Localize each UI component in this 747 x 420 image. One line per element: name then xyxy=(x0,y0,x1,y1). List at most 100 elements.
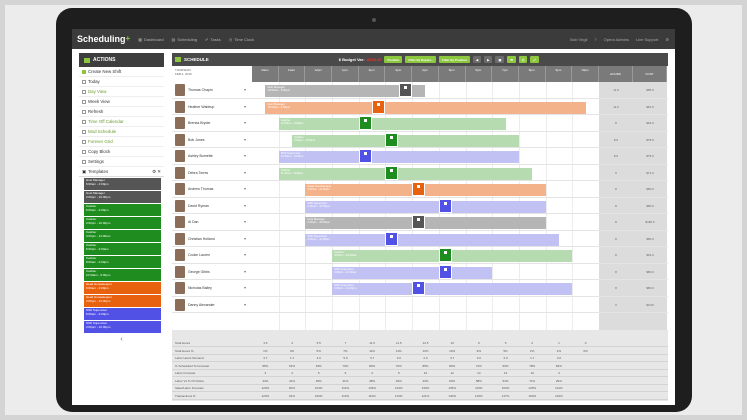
shift-chip[interactable] xyxy=(385,165,399,180)
template-item[interactable]: Cashier 4:00pm - 12:00am xyxy=(84,230,161,242)
shift-chip[interactable] xyxy=(412,215,426,229)
template-item[interactable]: Head Housekeeper 6:00am - 2:00pm xyxy=(84,282,161,294)
template-item[interactable]: Cashier 6:00am - 2:00pm xyxy=(84,204,161,216)
templates-header[interactable]: ▣ Templates ⚙ ✕ xyxy=(79,167,164,177)
shift-block[interactable]: Shift Supervisor 2:00pm - 11:00pm xyxy=(305,233,559,246)
action-refresh[interactable]: Refresh xyxy=(79,107,164,117)
position-select[interactable]: Position xyxy=(384,56,403,63)
chevron-down-icon[interactable]: ▾ xyxy=(244,235,247,241)
template-item[interactable]: Cashier 6:00pm - 2:00am xyxy=(84,243,161,255)
gear-icon[interactable]: ⚙ xyxy=(665,36,669,42)
action-plus[interactable]: Create New Shift xyxy=(79,67,164,77)
shift-block[interactable]: Cashier 2:00pm - 9:00pm xyxy=(292,134,519,147)
chevron-down-icon[interactable]: ▾ xyxy=(244,120,247,125)
cost-column-header[interactable]: COST xyxy=(633,66,667,82)
employee-name-cell[interactable]: Bob Jones xyxy=(175,133,252,146)
action-settings[interactable]: Settings xyxy=(79,157,164,167)
chevron-down-icon[interactable]: ▾ xyxy=(244,186,247,191)
org-menu[interactable]: Opera Admins xyxy=(603,36,629,42)
chevron-down-icon[interactable]: ▾ xyxy=(244,169,247,175)
next-button[interactable]: ▶ xyxy=(484,56,493,63)
shift-chip[interactable] xyxy=(412,281,426,295)
action-copy[interactable]: Copy Block xyxy=(79,147,164,157)
shift-block[interactable]: Shift Supervisor 2:00pm - 10:00pm xyxy=(305,200,546,213)
nav-tasks[interactable]: ✔ Tasks xyxy=(205,36,221,42)
shift-chip[interactable] xyxy=(438,264,452,279)
employee-name-cell[interactable]: David Ryman xyxy=(175,199,252,212)
nav-scheduling[interactable]: ▤ Scheduling xyxy=(171,36,198,42)
template-item[interactable]: Head Housekeeper 2:00pm - 10:00pm xyxy=(84,295,161,307)
template-item[interactable]: Host Manager 6:00am - 2:00pm xyxy=(84,178,161,190)
shift-block[interactable]: Shift Supervisor 12:00pm - 8:00pm xyxy=(278,151,519,163)
shift-chip[interactable] xyxy=(372,99,386,114)
shift-chip[interactable] xyxy=(438,198,452,213)
shift-chip[interactable] xyxy=(438,248,452,262)
chevron-down-icon[interactable]: ▾ xyxy=(244,285,247,290)
chevron-down-icon[interactable]: ▾ xyxy=(244,268,247,274)
chevron-down-icon[interactable]: ▾ xyxy=(244,301,247,307)
shift-block[interactable]: Host Manager 10:00am - 5:00pm xyxy=(265,85,426,97)
employee-name-cell[interactable]: Debra Torres xyxy=(175,166,252,179)
template-item[interactable]: Host Manager 2:00pm - 10:00pm xyxy=(84,191,161,203)
filter-position-select[interactable]: Filter By Position xyxy=(439,56,470,63)
employee-name-cell[interactable]: George Gibbs xyxy=(175,265,252,278)
action-week-view[interactable]: Week View xyxy=(79,97,164,107)
shift-block[interactable]: Shift Supervisor 4:00pm - 12:00am xyxy=(332,266,493,279)
shift-block[interactable]: Host Manager 2:00pm - 10:00pm xyxy=(305,217,546,229)
question-icon[interactable]: ? xyxy=(594,36,597,42)
chevron-down-icon[interactable]: ▾ xyxy=(244,136,247,142)
shift-chip[interactable] xyxy=(358,116,372,130)
employee-name-cell[interactable]: Ashley Burnette xyxy=(175,150,252,162)
template-item[interactable]: Shift Supervisor 2:00pm - 10:00pm xyxy=(84,321,161,333)
user-menu[interactable]: Bob Virgil xyxy=(570,36,588,42)
chevron-down-icon[interactable]: ▾ xyxy=(244,202,247,208)
shift-chip[interactable] xyxy=(398,83,412,97)
chevron-left-icon[interactable]: ‹ xyxy=(120,336,123,343)
employee-name-cell[interactable]: Christian Holland xyxy=(175,232,252,245)
employee-name-cell[interactable]: Al Dan xyxy=(175,216,252,228)
nav-dashboard[interactable]: ▦ Dashboard xyxy=(138,36,164,42)
hours-column-header[interactable]: HOURS xyxy=(599,66,633,82)
employee-name-cell[interactable]: Brenda Bryder xyxy=(175,117,252,129)
employee-name-cell[interactable]: Nicholas Bailey xyxy=(175,282,252,294)
employee-name-cell[interactable]: Heather Waldrup xyxy=(175,100,252,113)
prev-button[interactable]: ◀ xyxy=(472,56,482,63)
employee-name-cell[interactable]: Thomas Chapin xyxy=(175,84,252,96)
template-item[interactable]: Shift Supervisor 6:00am - 2:00pm xyxy=(84,308,161,320)
filter-department-select[interactable]: Filter By Depart... xyxy=(405,56,437,63)
template-item[interactable]: Cashier 8:00am - 4:00pm xyxy=(84,256,161,268)
shift-block[interactable]: Shift Supervisor 2:00pm - 11:00pm xyxy=(332,283,573,295)
shift-chip[interactable] xyxy=(412,182,426,196)
print-button[interactable]: ⎙ xyxy=(518,56,528,63)
gear-icon[interactable]: ⚙ ✕ xyxy=(152,168,161,174)
nav-time-clock[interactable]: ◷ Time Clock xyxy=(228,36,255,42)
shift-block[interactable]: Cashier 12:00pm - 6:00pm xyxy=(278,118,506,130)
calendar-picker-button[interactable]: ▦ xyxy=(495,56,505,63)
action-grid[interactable]: Forever Grid xyxy=(79,137,164,147)
action-mod-schedule[interactable]: Mod Schedule xyxy=(79,127,164,137)
chevron-down-icon[interactable]: ▾ xyxy=(244,219,247,224)
shift-block[interactable]: Cashier 4:00pm - 12:00am xyxy=(332,250,573,262)
shift-block[interactable]: Cashier 11:00am - 8:00pm xyxy=(278,167,533,180)
employee-name-cell[interactable]: Cooke Lauren xyxy=(175,249,252,261)
shift-chip[interactable] xyxy=(385,132,399,147)
app-logo[interactable]: Scheduling+ xyxy=(77,34,131,44)
chevron-down-icon[interactable]: ▾ xyxy=(244,103,247,109)
chevron-down-icon[interactable]: ▾ xyxy=(244,153,247,158)
shift-chip[interactable] xyxy=(385,231,399,246)
shift-block[interactable]: Host Manager 10:00am - 4:00pm xyxy=(265,101,586,114)
action-day-view[interactable]: Day View xyxy=(79,87,164,97)
publish-button[interactable]: ✉ xyxy=(507,56,516,63)
fullscreen-button[interactable]: ⤢ xyxy=(530,56,539,63)
shift-chip[interactable] xyxy=(358,149,372,163)
template-item[interactable]: Cashier 10:00am - 6:00pm xyxy=(84,269,161,281)
action-time-off[interactable]: Time Off Calendar xyxy=(79,117,164,127)
chevron-down-icon[interactable]: ▾ xyxy=(244,252,247,257)
employee-name-cell[interactable]: Danny Alexander xyxy=(175,298,252,311)
shift-block[interactable]: Head Housekeeper 2:00pm - 11:00pm xyxy=(305,184,546,196)
employee-name-cell[interactable]: Andrew Thomas xyxy=(175,183,252,195)
chevron-down-icon[interactable]: ▾ xyxy=(244,87,247,92)
action-today[interactable]: Today xyxy=(79,77,164,87)
live-support-link[interactable]: Live Support xyxy=(635,36,659,42)
template-item[interactable]: Cashier 2:00pm - 10:00pm xyxy=(84,217,161,229)
